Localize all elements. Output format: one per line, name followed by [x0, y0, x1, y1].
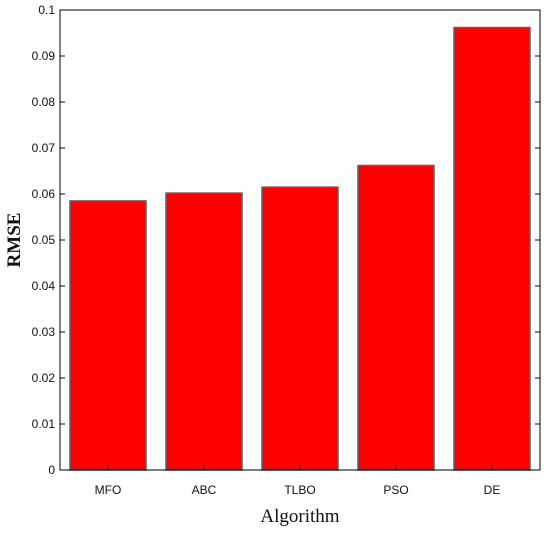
y-tick-label: 0.02 — [32, 371, 56, 385]
y-tick-label: 0.05 — [32, 233, 56, 247]
bar-de — [453, 26, 531, 471]
y-tick-label: 0.01 — [32, 417, 56, 431]
x-tick-label-abc: ABC — [192, 483, 217, 497]
x-tick-label-mfo: MFO — [95, 483, 122, 497]
y-axis-ticks: 0 0.01 0.02 0.03 0.04 0.05 0.06 0.07 0.08 0.09 0.1 — [32, 3, 540, 477]
bar-mfo — [69, 200, 147, 471]
x-axis-title: Algorithm — [260, 506, 339, 527]
x-tick-label-de: DE — [484, 483, 501, 497]
y-tick-label: 0.03 — [32, 325, 56, 339]
bar-tlbo — [261, 186, 339, 471]
bar-pso — [357, 164, 435, 471]
y-axis-title: RMSE — [4, 213, 25, 268]
x-tick-label-pso: PSO — [383, 483, 408, 497]
y-tick-label: 0.08 — [32, 95, 56, 109]
y-tick-label: 0.06 — [32, 187, 56, 201]
plot-frame — [59, 9, 541, 471]
bars — [69, 26, 531, 471]
x-axis-ticks: MFO ABC TLBO PSO DE — [95, 465, 501, 497]
x-tick-label-tlbo: TLBO — [284, 483, 315, 497]
y-tick-label: 0 — [48, 463, 55, 477]
y-tick-label: 0.04 — [32, 279, 56, 293]
bar-abc — [165, 192, 243, 471]
y-tick-label: 0.09 — [32, 49, 56, 63]
y-tick-label: 0.1 — [38, 3, 55, 17]
y-tick-label: 0.07 — [32, 141, 56, 155]
